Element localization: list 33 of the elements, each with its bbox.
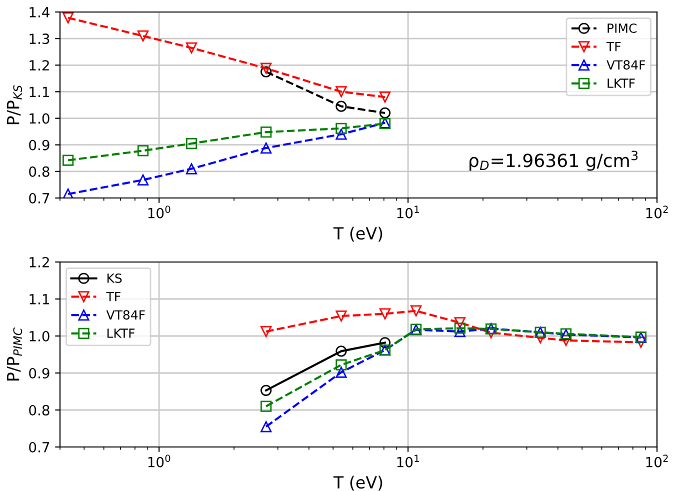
y-tick-label: 0.9: [29, 368, 50, 378]
legend-label: VT84F: [606, 60, 646, 70]
y-tick-label: 0.7: [29, 442, 50, 452]
legend-label: LKTF: [608, 78, 635, 88]
legend-label: PIMC: [608, 23, 637, 33]
y-tick-label: 1.0: [30, 113, 50, 124]
y-tick-label: 0.8: [29, 166, 50, 177]
legend-label: TF: [106, 292, 120, 302]
y-tick-label: 1.0: [30, 330, 50, 342]
y-tick-label: 0.9: [29, 140, 50, 150]
y-tick-label: 1.2: [30, 256, 49, 268]
y-tick-label: 1.3: [30, 34, 50, 44]
x-axis-title: T (eV): [333, 226, 382, 242]
y-axis-title: P/P$_{KS}$: [7, 85, 22, 124]
x-tick-label: 10$^{1}$: [397, 206, 419, 218]
y-tick-label: 1.1: [30, 294, 49, 304]
y-tick-label: 1.1: [30, 86, 49, 97]
annotation: ρ$_{D}$=1.96361 g/cm$^{3}$: [470, 150, 638, 171]
y-tick-label: 1.4: [30, 7, 50, 18]
legend-label: VT84F: [106, 310, 145, 320]
y-tick-label: 0.8: [29, 404, 50, 416]
legend-label: KS: [107, 273, 122, 283]
x-tick-label: 10$^{0}$: [148, 206, 170, 218]
y-tick-label: 0.7: [29, 192, 50, 204]
x-axis-title: T (eV): [333, 476, 382, 491]
x-tick-label: 10$^{2}$: [646, 206, 668, 218]
x-tick-label: 10$^{1}$: [397, 454, 419, 468]
y-tick-label: 1.2: [30, 60, 49, 70]
x-tick-label: 10$^{0}$: [148, 454, 170, 468]
legend-label: TF: [606, 42, 621, 52]
y-axis-title: P/P$_{PIMC}$: [7, 328, 22, 380]
legend-label: LKTF: [107, 328, 135, 338]
x-tick-label: 10$^{2}$: [646, 454, 668, 468]
